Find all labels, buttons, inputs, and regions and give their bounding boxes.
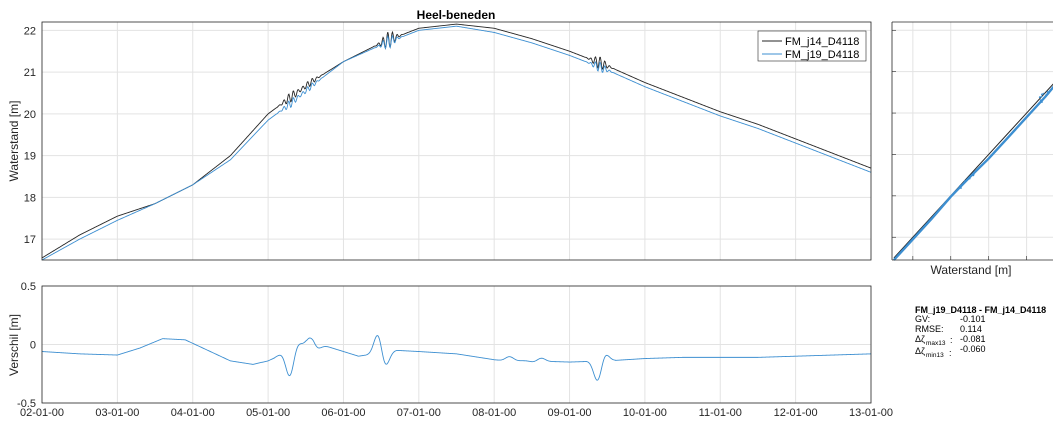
- difference-chart-x-tick-label: 05-01-00: [246, 407, 290, 419]
- scatter-point: [967, 177, 970, 180]
- stats-label-rmse: RMSE:: [915, 324, 944, 334]
- main-chart-title: Heel-beneden: [417, 8, 496, 22]
- difference-chart-x-tick-label: 10-01-00: [623, 407, 667, 419]
- stats-sub-max: max13: [926, 340, 946, 347]
- scatter-point: [1039, 99, 1042, 102]
- difference-chart-series: [41, 335, 872, 381]
- scatter-chart-x-axis-label: Waterstand [m]: [931, 263, 1012, 277]
- scatter-point: [1045, 94, 1047, 97]
- scatter-chart-grid: [892, 22, 1053, 260]
- difference-chart-x-tick-label: 07-01-00: [397, 407, 441, 419]
- stats-value-min: -0.060: [960, 344, 986, 354]
- scatter-point: [963, 180, 966, 183]
- main-chart: 17 18 19 20 21 22 Heel-beneden Waterstand [m]…: [7, 8, 872, 261]
- difference-chart-axes: [41, 285, 872, 404]
- main-chart-grid: [41, 22, 872, 260]
- stats-colon-max: :: [950, 335, 953, 345]
- difference-chart: -0.5 0 0.5 02-01-00 03-01-00 04-01-00 05-01-0…: [7, 281, 893, 419]
- main-chart-y-tick-label: 18: [24, 192, 36, 204]
- stats-colon-min: :: [949, 348, 952, 358]
- scatter-chart-series-2: [893, 85, 1053, 261]
- scatter-point: [1041, 101, 1043, 103]
- scatter-point: [1040, 95, 1043, 98]
- scatter-point: [1038, 96, 1041, 99]
- difference-chart-series-1-line: [41, 335, 872, 381]
- difference-chart-y-tick-label: -0.5: [17, 398, 36, 410]
- stats-value-gv: -0.101: [960, 314, 986, 324]
- main-chart-y-tick-label: 21: [24, 67, 36, 79]
- difference-chart-x-tick-label: 02-01-00: [20, 407, 64, 419]
- main-chart-axes: [41, 21, 872, 261]
- difference-chart-x-tick-label: 06-01-00: [321, 407, 365, 419]
- difference-chart-x-tick-label: 12-01-00: [774, 407, 818, 419]
- difference-chart-x-tick-label: 13-01-00: [849, 407, 893, 419]
- legend: FM_j14_D4118 FM_j19_D4118: [757, 30, 867, 62]
- legend-label-series-2: FM_j19_D4118: [785, 49, 859, 61]
- difference-chart-x-tick-label: 08-01-00: [472, 407, 516, 419]
- difference-chart-x-ticks: 02-01-00 03-01-00 04-01-00 05-01-00 06-01-00…: [20, 407, 893, 419]
- scatter-point: [959, 184, 962, 187]
- difference-chart-x-tick-label: 09-01-00: [548, 407, 592, 419]
- difference-chart-x-tick-label: 11-01-00: [699, 407, 742, 419]
- main-chart-y-axis-label: Waterstand [m]: [7, 101, 21, 182]
- scatter-chart-ticks: [892, 29, 1027, 260]
- scatter-point: [968, 177, 971, 180]
- difference-chart-y-axis-label: Verschil [m]: [7, 314, 21, 376]
- main-chart-y-tick-label: 20: [24, 109, 36, 121]
- main-chart-y-tick-label: 19: [24, 151, 36, 163]
- main-chart-y-tick-label: 22: [24, 25, 36, 37]
- difference-chart-y-tick-label: 0.5: [21, 281, 36, 293]
- legend-box: [757, 30, 867, 62]
- difference-chart-grid: [41, 285, 872, 404]
- scatter-point: [1040, 93, 1043, 96]
- main-chart-y-ticks: 17 18 19 20 21 22: [24, 25, 36, 246]
- stats-label-max: Δζ: [915, 334, 925, 344]
- scatter-point: [1042, 92, 1045, 95]
- stats-value-rmse: 0.114: [960, 324, 982, 334]
- difference-chart-y-tick-label: 0: [30, 340, 36, 352]
- difference-chart-x-tick-label: 03-01-00: [95, 407, 139, 419]
- scatter-point: [968, 176, 971, 179]
- scatter-chart: Waterstand [m]: [891, 21, 1053, 277]
- stats-title: FM_j19_D4118 - FM_j14_D4118: [915, 305, 1046, 315]
- legend-label-series-1: FM_j14_D4118: [785, 36, 859, 48]
- scatter-point: [1049, 89, 1052, 92]
- difference-chart-y-ticks: -0.5 0 0.5: [17, 281, 36, 410]
- main-chart-series: [41, 23, 872, 261]
- scatter-point: [1047, 92, 1050, 95]
- scatter-chart-series: [893, 83, 1053, 261]
- stats-sub-min: min13: [926, 352, 944, 359]
- stats-box: FM_j19_D4118 - FM_j14_D4118 GV: -0.101 R…: [915, 305, 1046, 359]
- scatter-point: [960, 187, 962, 189]
- main-chart-y-tick-label: 17: [24, 234, 36, 246]
- stats-label-min: Δζ: [915, 346, 925, 356]
- stats-value-max: -0.081: [960, 334, 986, 344]
- difference-chart-x-tick-label: 04-01-00: [171, 407, 215, 419]
- scatter-point: [1046, 90, 1049, 93]
- main-chart-series-1-line: [41, 23, 872, 259]
- scatter-point: [970, 174, 972, 177]
- main-chart-series-2-line: [41, 25, 872, 261]
- scatter-point: [972, 173, 975, 176]
- stats-label-gv: GV:: [915, 314, 930, 324]
- scatter-chart-series-1: [893, 83, 1053, 259]
